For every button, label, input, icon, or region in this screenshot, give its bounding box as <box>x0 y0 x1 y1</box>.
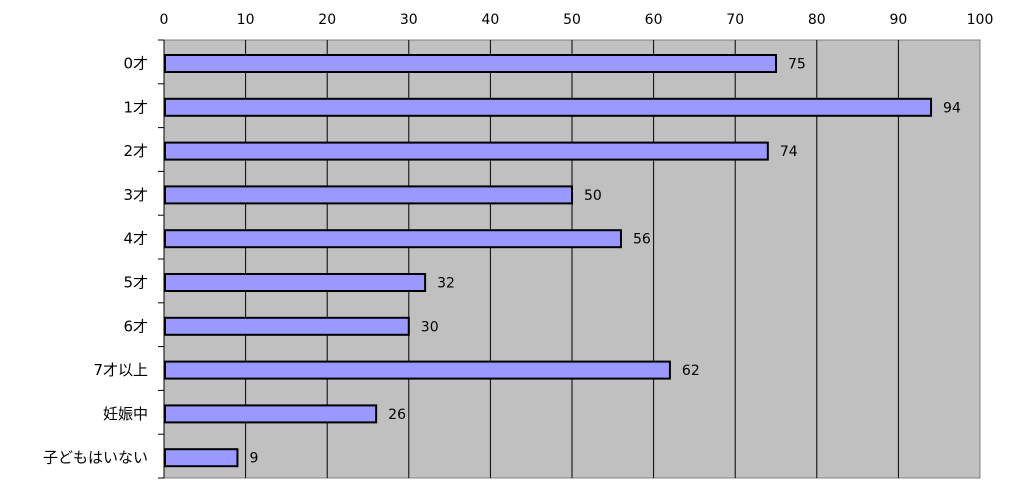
category-label-8: 妊娠中 <box>103 405 148 423</box>
category-label-6: 6才 <box>123 317 148 335</box>
x-tick-label-10: 10 <box>237 12 255 28</box>
x-tick-label-50: 50 <box>563 12 581 28</box>
category-label-9: 子どもはいない <box>43 449 148 467</box>
y-axis <box>158 39 165 479</box>
bar-6 <box>164 316 410 336</box>
x-tick-label-100: 100 <box>967 12 994 28</box>
data-label-3: 50 <box>584 188 602 204</box>
category-label-3: 3才 <box>123 186 148 204</box>
x-tick-label-30: 30 <box>400 12 418 28</box>
category-label-4: 4才 <box>123 230 148 248</box>
data-label-5: 32 <box>437 276 455 292</box>
bar-1 <box>164 97 933 117</box>
bar-3 <box>164 185 573 205</box>
category-label-5: 5才 <box>123 274 148 292</box>
category-label-7: 7才以上 <box>93 361 148 379</box>
bar-2 <box>164 141 769 161</box>
x-tick-label-90: 90 <box>889 12 907 28</box>
data-label-8: 26 <box>388 407 406 423</box>
bars: 0才 75 1才 94 2才 74 3才 50 4才 56 5才 32 6才 30 7才以上 62 妊娠中 26 子… <box>43 54 961 468</box>
bar-0 <box>164 54 777 73</box>
x-tick-label-20: 20 <box>318 12 336 28</box>
x-tick-label-40: 40 <box>481 12 499 28</box>
bar-9 <box>164 448 239 468</box>
bar-5 <box>164 273 427 292</box>
data-label-6: 30 <box>421 319 439 335</box>
data-label-1: 94 <box>943 100 961 116</box>
x-tick-label-80: 80 <box>808 12 826 28</box>
bar-4 <box>164 229 622 249</box>
category-label-0: 0才 <box>123 55 148 73</box>
category-label-1: 1才 <box>123 98 148 116</box>
data-label-7: 62 <box>682 363 700 379</box>
x-tick-label-0: 0 <box>160 12 169 28</box>
data-label-2: 74 <box>780 144 798 160</box>
x-tick-label-70: 70 <box>726 12 744 28</box>
data-label-9: 9 <box>249 451 258 467</box>
x-axis: 0 10 20 30 40 50 60 70 80 90 100 <box>160 12 994 28</box>
data-label-4: 56 <box>633 232 651 248</box>
data-label-0: 75 <box>788 57 806 73</box>
x-tick-label-60: 60 <box>645 12 663 28</box>
category-label-2: 2才 <box>123 142 148 160</box>
bar-8 <box>164 404 378 424</box>
bar-7 <box>164 360 671 380</box>
